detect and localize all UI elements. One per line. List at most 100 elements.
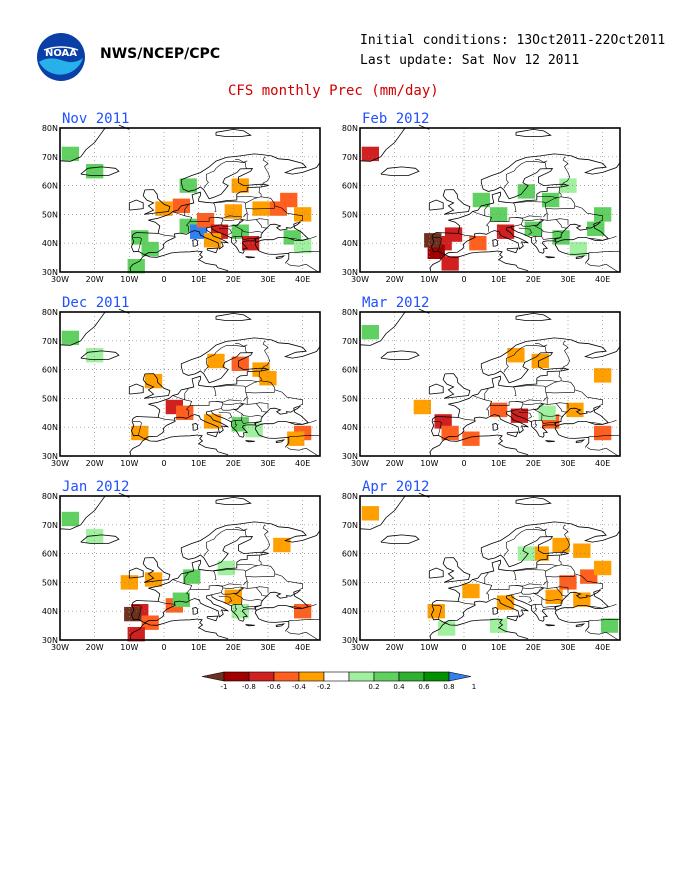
border <box>489 399 543 406</box>
border <box>254 606 257 609</box>
border <box>245 370 262 388</box>
coastline <box>130 589 309 632</box>
lon-tick-label: 0 <box>461 459 466 468</box>
lat-tick-label: 60N <box>342 550 358 559</box>
border <box>433 421 442 436</box>
border <box>574 205 603 222</box>
coastline <box>142 557 171 583</box>
coastline <box>80 127 106 158</box>
lat-tick-label: 30N <box>42 268 58 277</box>
border <box>158 417 176 421</box>
anomaly-cell <box>490 402 508 418</box>
border <box>256 402 269 409</box>
colorbar-swatch <box>323 671 350 682</box>
borders <box>133 156 320 273</box>
map-frame <box>59 311 321 457</box>
coastline <box>432 337 621 419</box>
border <box>256 586 269 593</box>
lat-tick-label: 40N <box>42 607 58 616</box>
lon-tick-label: 40E <box>595 275 610 284</box>
lon-tick-label: 20W <box>86 275 104 284</box>
coastline <box>128 567 144 579</box>
map-frame <box>359 127 621 273</box>
map-panel-jan-2012: 30W 20W 10W 0 10E 20E 30E 40E 80N 70N 60N 50N 40N 30N <box>42 492 321 652</box>
border <box>472 579 493 600</box>
border <box>286 447 319 457</box>
border <box>254 238 257 241</box>
initial-conditions: Initial conditions: 13Oct2011-22Oct2011 <box>360 33 666 48</box>
border <box>554 238 557 241</box>
border <box>512 386 517 397</box>
border <box>512 202 517 213</box>
border <box>541 597 562 608</box>
lon-tick-label: 30E <box>560 459 575 468</box>
noaa-logo: NOAA <box>37 33 85 81</box>
border <box>245 554 262 572</box>
border <box>189 215 243 222</box>
border <box>540 586 567 597</box>
logo-text: NOAA <box>45 48 77 59</box>
border <box>274 573 303 590</box>
anomaly-cell <box>361 325 379 340</box>
border <box>274 389 303 406</box>
anomaly-cell <box>361 146 379 162</box>
anomaly-cell <box>144 572 163 587</box>
border <box>288 250 320 253</box>
lon-tick-label: 20W <box>86 643 104 652</box>
lat-tick-label: 40N <box>342 607 358 616</box>
border <box>235 527 248 531</box>
border <box>245 196 276 210</box>
anomaly-cell <box>462 431 480 446</box>
lat-tick-label: 60N <box>42 182 58 191</box>
border <box>554 422 557 425</box>
border <box>240 586 267 597</box>
map-panel-mar-2012: 30W 20W 10W 0 10E 20E 30E 40E 80N 70N 60N 50N 40N 30N <box>342 308 621 468</box>
lat-tick-label: 80N <box>342 124 358 133</box>
lon-tick-label: 40E <box>595 643 610 652</box>
border <box>588 618 620 621</box>
border <box>240 218 267 229</box>
colorbar-swatch <box>298 671 325 682</box>
coastline <box>380 166 420 176</box>
border <box>189 399 243 406</box>
border <box>540 218 567 229</box>
border <box>484 388 489 400</box>
anomaly-cell <box>183 569 201 584</box>
coastline <box>132 153 321 235</box>
border <box>534 236 538 244</box>
border <box>535 527 548 531</box>
anomaly-cell <box>594 207 612 222</box>
lat-tick-label: 80N <box>42 492 58 501</box>
lon-tick-label: 10W <box>120 275 138 284</box>
lat-tick-label: 80N <box>42 308 58 317</box>
lon-tick-label: 10E <box>491 643 506 652</box>
lat-tick-label: 80N <box>342 492 358 501</box>
coastline <box>430 589 609 632</box>
lat-tick-label: 70N <box>42 521 58 530</box>
lon-tick-label: 30E <box>260 643 275 652</box>
coastline <box>128 383 144 395</box>
border <box>472 211 493 232</box>
coastline <box>492 607 499 615</box>
anomaly-cell <box>559 575 577 590</box>
lon-tick-label: 10E <box>491 275 506 284</box>
coastline <box>359 340 381 346</box>
border <box>484 204 489 216</box>
lat-tick-label: 50N <box>42 578 58 587</box>
coastline <box>442 189 471 215</box>
anomaly-cell <box>510 408 529 423</box>
anomaly-cell <box>86 348 104 363</box>
anomaly-cell <box>287 431 305 446</box>
lon-tick-label: 0 <box>161 643 166 652</box>
border <box>288 236 317 241</box>
border <box>531 419 542 422</box>
border <box>133 237 142 252</box>
border <box>172 211 193 232</box>
lon-tick-label: 20E <box>526 275 541 284</box>
border <box>213 385 248 402</box>
colorbar-swatch <box>373 671 400 682</box>
border <box>254 422 257 425</box>
border <box>534 420 538 428</box>
border <box>560 524 571 556</box>
lat-tick-label: 70N <box>42 337 58 346</box>
